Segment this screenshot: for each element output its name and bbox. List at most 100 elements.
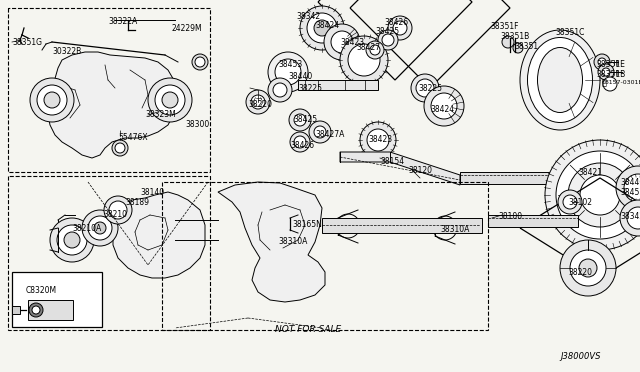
Text: 38310A: 38310A [278,237,307,246]
Ellipse shape [520,30,600,130]
Polygon shape [218,182,325,302]
Circle shape [162,92,178,108]
Circle shape [104,196,132,224]
Bar [12,306,20,314]
Circle shape [388,16,412,40]
Bar [322,218,482,233]
Circle shape [251,95,265,109]
Text: 38342: 38342 [296,12,320,21]
Circle shape [513,43,523,53]
Bar [298,80,378,90]
Text: 38351B: 38351B [500,32,529,41]
Text: 38189: 38189 [125,198,149,207]
Circle shape [246,90,270,114]
Circle shape [560,240,616,296]
Text: 38120: 38120 [408,166,432,175]
Text: 38351F: 38351F [490,22,518,31]
Circle shape [598,58,606,66]
Bar [12,272,102,327]
Text: 38424: 38424 [315,21,339,30]
Text: 38220: 38220 [248,100,272,109]
Text: 38426: 38426 [384,18,408,27]
Polygon shape [48,52,178,158]
Circle shape [115,143,125,153]
Text: 38425: 38425 [375,27,399,36]
Text: 38342: 38342 [620,212,640,221]
Text: C8320M: C8320M [26,286,57,295]
Circle shape [598,64,614,80]
Text: 38210A: 38210A [72,224,101,233]
Polygon shape [113,192,205,278]
Text: 38423: 38423 [340,38,364,47]
Text: 38323M: 38323M [145,110,176,119]
Circle shape [290,132,310,152]
Circle shape [558,190,582,214]
Text: NOT FOR SALE: NOT FOR SALE [275,325,341,334]
Circle shape [289,109,311,131]
Circle shape [195,57,205,67]
Circle shape [570,250,606,286]
Bar [488,215,578,227]
Circle shape [620,200,640,236]
Text: 38453: 38453 [620,188,640,197]
Text: 38351C: 38351C [555,28,584,37]
Circle shape [268,78,292,102]
Text: 30322B: 30322B [52,47,81,56]
Text: 38140: 38140 [140,188,164,197]
Circle shape [378,30,398,50]
Circle shape [300,6,344,50]
Circle shape [431,93,457,119]
Circle shape [579,259,597,277]
Text: 38427A: 38427A [315,130,344,139]
Bar [460,172,570,184]
Circle shape [594,54,610,70]
Text: 38225: 38225 [418,84,442,93]
Circle shape [568,163,632,227]
Circle shape [603,77,617,91]
Text: 38310A: 38310A [440,225,469,234]
Circle shape [314,20,330,36]
Circle shape [155,85,185,115]
Text: 38421: 38421 [578,168,602,177]
Circle shape [366,41,384,59]
Circle shape [294,136,306,148]
Text: 38351E: 38351E [596,60,625,69]
Text: 24229M: 24229M [172,24,203,33]
Circle shape [275,59,301,85]
Circle shape [109,201,127,219]
Text: 55476X: 55476X [118,133,148,142]
Circle shape [580,175,620,215]
Text: 38427: 38427 [356,43,380,52]
Circle shape [268,52,308,92]
Text: 38322A: 38322A [108,17,137,26]
Circle shape [360,122,396,158]
Circle shape [148,78,192,122]
Circle shape [94,222,106,234]
Circle shape [602,68,610,76]
Text: 38424: 38424 [430,105,454,114]
Circle shape [367,129,389,151]
Text: 38210: 38210 [103,210,127,219]
Circle shape [307,13,337,43]
Circle shape [309,121,331,143]
Circle shape [424,86,464,126]
Bar [28,300,73,320]
Circle shape [44,92,60,108]
Text: 38351B: 38351B [596,70,625,79]
Circle shape [32,306,40,314]
Circle shape [64,232,80,248]
Text: 38165N: 38165N [292,220,322,229]
Text: 38453: 38453 [278,60,302,69]
Circle shape [82,210,118,246]
Circle shape [616,166,640,210]
Text: 38351: 38351 [514,42,538,51]
Text: 38154: 38154 [380,157,404,166]
Circle shape [314,126,326,138]
Ellipse shape [527,38,593,122]
Text: 38300: 38300 [185,120,209,129]
Circle shape [340,36,388,84]
Text: 38440: 38440 [620,178,640,187]
Circle shape [563,195,577,209]
Circle shape [393,21,407,35]
Text: 38426: 38426 [290,141,314,150]
